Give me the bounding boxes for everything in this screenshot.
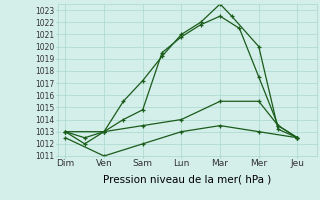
X-axis label: Pression niveau de la mer( hPa ): Pression niveau de la mer( hPa ) — [103, 174, 271, 184]
